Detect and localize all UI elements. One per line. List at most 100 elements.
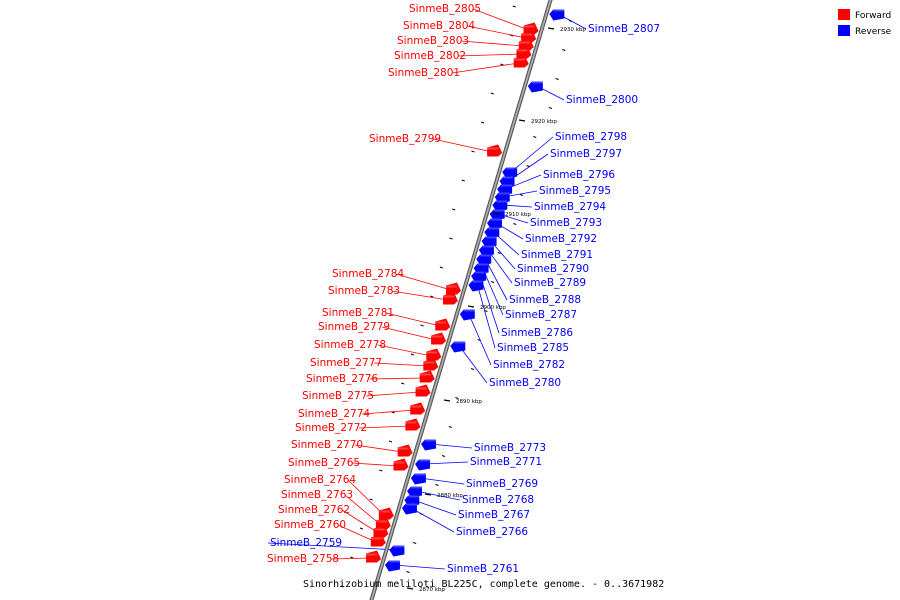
gene-feature[interactable] (487, 144, 503, 157)
gene-feature[interactable] (378, 507, 394, 520)
gene-feature[interactable] (397, 444, 413, 457)
gene-feature[interactable] (435, 318, 451, 331)
gene-feature[interactable] (549, 9, 565, 21)
gene-label[interactable]: SinmeB_2788 (509, 294, 581, 306)
gene-feature[interactable] (481, 236, 497, 248)
gene-label[interactable]: SinmeB_2793 (530, 217, 602, 229)
gene-feature[interactable] (521, 30, 537, 43)
axis-major-tick (547, 27, 555, 30)
gene-feature[interactable] (484, 227, 500, 239)
gene-label[interactable]: SinmeB_2765 (288, 457, 360, 469)
gene-label[interactable]: SinmeB_2759 (270, 537, 342, 549)
gene-label[interactable]: SinmeB_2758 (267, 553, 339, 565)
gene-label[interactable]: SinmeB_2803 (397, 35, 469, 47)
gene-label[interactable]: SinmeB_2785 (497, 342, 569, 354)
backbone-tick (490, 281, 495, 283)
gene-label[interactable]: SinmeB_2768 (462, 494, 534, 506)
gene-feature[interactable] (389, 545, 405, 557)
gene-label[interactable]: SinmeB_2781 (322, 307, 394, 319)
gene-feature[interactable] (489, 209, 505, 221)
gene-label[interactable]: SinmeB_2779 (318, 321, 390, 333)
gene-label[interactable]: SinmeB_2807 (588, 23, 660, 35)
gene-label[interactable]: SinmeB_2760 (274, 519, 346, 531)
gene-feature[interactable] (516, 46, 532, 59)
gene-feature[interactable] (384, 560, 400, 572)
gene-feature[interactable] (450, 341, 466, 353)
gene-label[interactable]: SinmeB_2778 (314, 339, 386, 351)
backbone-tick (519, 194, 524, 196)
gene-feature[interactable] (423, 358, 439, 371)
gene-feature[interactable] (415, 384, 431, 397)
gene-label[interactable]: SinmeB_2780 (489, 377, 561, 389)
gene-label[interactable]: SinmeB_2763 (281, 489, 353, 501)
gene-feature[interactable] (513, 55, 529, 68)
gene-feature[interactable] (471, 271, 487, 283)
gene-feature[interactable] (421, 439, 437, 451)
gene-feature[interactable] (375, 517, 391, 530)
gene-label[interactable]: SinmeB_2777 (310, 357, 382, 369)
gene-feature[interactable] (486, 218, 502, 230)
gene-label[interactable]: SinmeB_2766 (456, 526, 528, 538)
gene-feature[interactable] (366, 550, 382, 563)
gene-label[interactable]: SinmeB_2798 (555, 131, 627, 143)
gene-label[interactable]: SinmeB_2776 (306, 373, 378, 385)
gene-feature[interactable] (401, 503, 417, 515)
gene-feature[interactable] (370, 534, 386, 547)
gene-feature[interactable] (393, 458, 409, 471)
gene-feature[interactable] (518, 38, 534, 51)
gene-label[interactable]: SinmeB_2787 (505, 309, 577, 321)
gene-leader-line (536, 85, 565, 101)
gene-label[interactable]: SinmeB_2802 (394, 50, 466, 62)
gene-feature[interactable] (459, 309, 475, 321)
gene-label[interactable]: SinmeB_2796 (543, 169, 615, 181)
gene-label[interactable]: SinmeB_2761 (447, 563, 519, 575)
gene-leader-line (330, 557, 372, 560)
gene-feature[interactable] (410, 473, 426, 485)
gene-label[interactable]: SinmeB_2786 (501, 327, 573, 339)
gene-label[interactable]: SinmeB_2770 (291, 439, 363, 451)
gene-feature[interactable] (405, 418, 421, 431)
gene-feature[interactable] (410, 402, 426, 415)
gene-label[interactable]: SinmeB_2767 (458, 509, 530, 521)
gene-label[interactable]: SinmeB_2769 (466, 478, 538, 490)
gene-label[interactable]: SinmeB_2790 (517, 263, 589, 275)
gene-leader-line (468, 313, 492, 366)
backbone-tick (369, 498, 373, 501)
gene-label[interactable]: SinmeB_2800 (566, 94, 638, 106)
axis-tick-label: 2880 kbp (437, 493, 463, 499)
gene-label[interactable]: SinmeB_2789 (514, 277, 586, 289)
gene-feature[interactable] (426, 348, 442, 361)
gene-label[interactable]: SinmeB_2782 (493, 359, 565, 371)
gene-feature[interactable] (527, 81, 543, 93)
gene-label[interactable]: SinmeB_2784 (332, 268, 404, 280)
backbone-tick (451, 208, 456, 211)
gene-label[interactable]: SinmeB_2792 (525, 233, 597, 245)
gene-label[interactable]: SinmeB_2805 (409, 3, 481, 15)
gene-label[interactable]: SinmeB_2794 (534, 201, 606, 213)
gene-label[interactable]: SinmeB_2762 (278, 504, 350, 516)
gene-feature[interactable] (373, 525, 389, 538)
gene-feature[interactable] (445, 282, 461, 295)
gene-label[interactable]: SinmeB_2801 (388, 67, 460, 79)
gene-feature[interactable] (415, 459, 431, 471)
gene-label[interactable]: SinmeB_2795 (539, 185, 611, 197)
gene-feature[interactable] (407, 486, 423, 498)
gene-feature[interactable] (419, 370, 435, 383)
gene-label[interactable]: SinmeB_2771 (470, 456, 542, 468)
gene-feature[interactable] (443, 292, 458, 305)
gene-feature[interactable] (431, 332, 447, 345)
gene-feature[interactable] (468, 280, 484, 292)
gene-label[interactable]: SinmeB_2804 (403, 20, 475, 32)
backbone-tick (435, 484, 439, 486)
gene-label[interactable]: SinmeB_2783 (328, 285, 400, 297)
gene-label[interactable]: SinmeB_2799 (369, 133, 441, 145)
gene-label[interactable]: SinmeB_2797 (550, 148, 622, 160)
gene-feature[interactable] (523, 22, 539, 35)
gene-label[interactable]: SinmeB_2772 (295, 422, 367, 434)
gene-label[interactable]: SinmeB_2773 (474, 442, 546, 454)
gene-label[interactable]: SinmeB_2774 (298, 408, 370, 420)
gene-label[interactable]: SinmeB_2791 (521, 249, 593, 261)
gene-feature[interactable] (492, 200, 508, 212)
gene-label[interactable]: SinmeB_2775 (302, 390, 374, 402)
gene-label[interactable]: SinmeB_2764 (284, 474, 356, 486)
